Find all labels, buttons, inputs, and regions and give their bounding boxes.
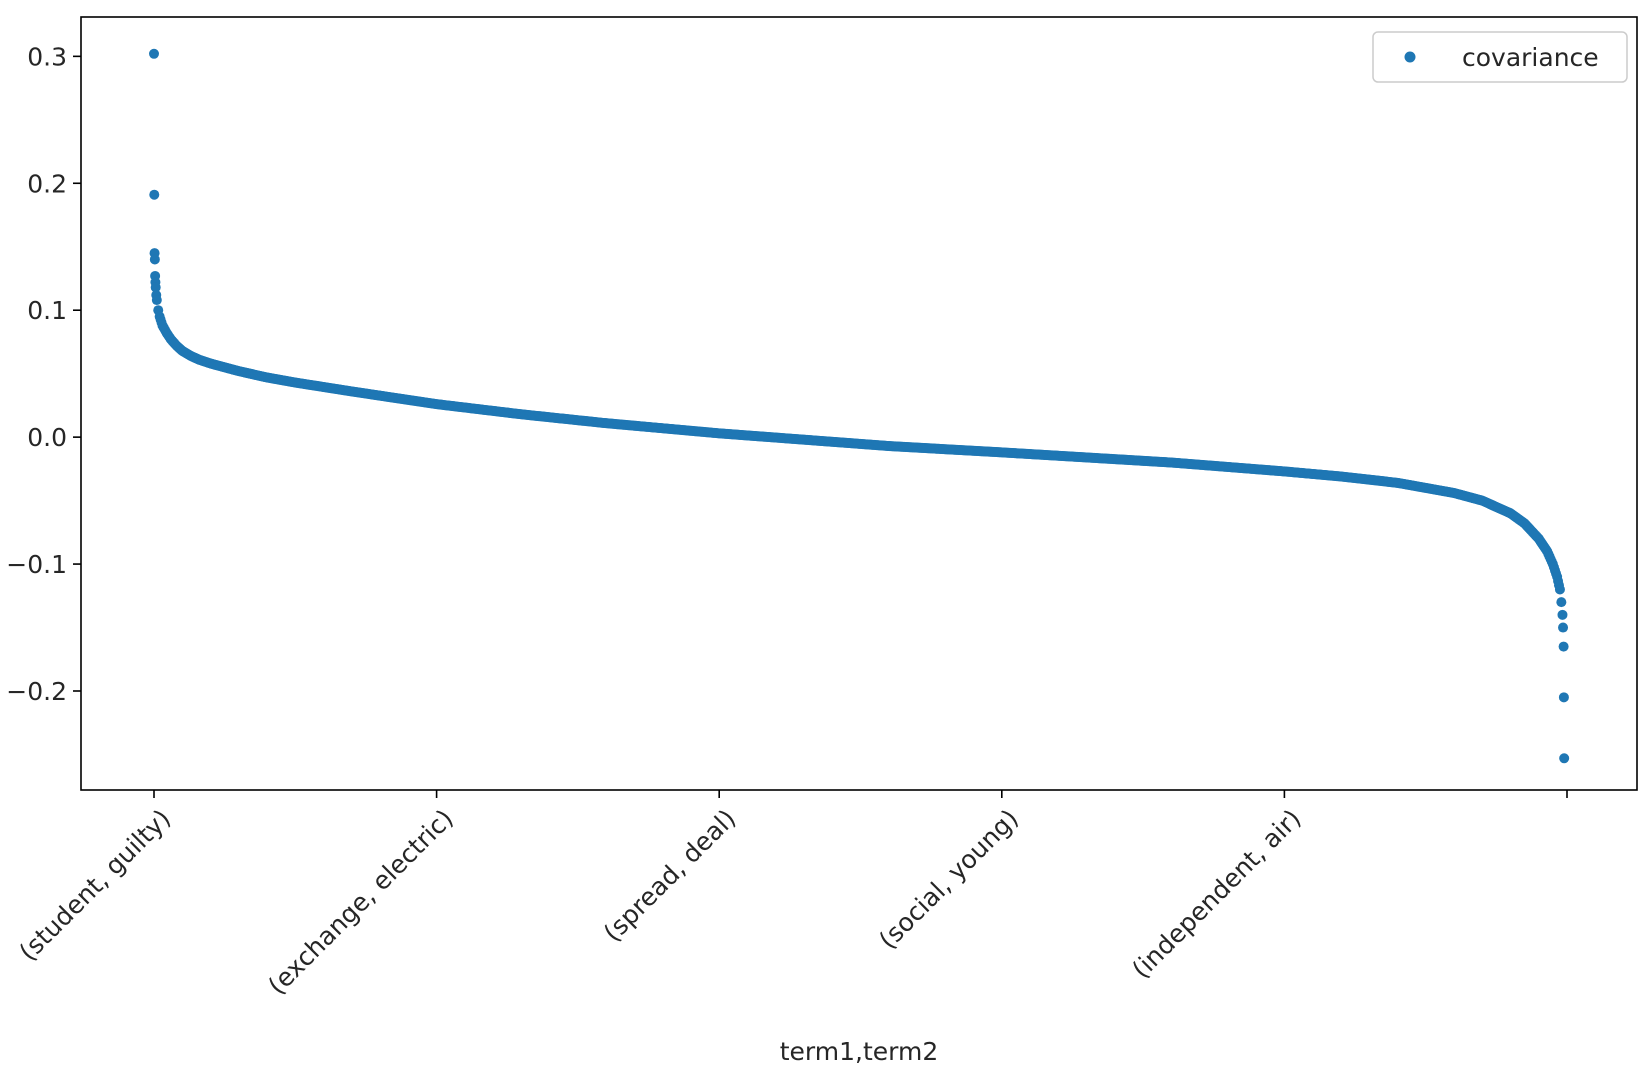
data-point	[1558, 692, 1569, 703]
data-point	[151, 295, 162, 306]
data-point	[149, 48, 159, 59]
x-tick-label: (social, young)	[873, 804, 1024, 955]
y-tick-label: 0.3	[27, 42, 67, 71]
legend-marker	[1404, 51, 1416, 63]
y-tick-label: 0.2	[27, 169, 67, 198]
x-axis-label: term1,term2	[780, 1037, 939, 1066]
data-point	[1557, 609, 1568, 620]
x-tick-label: (spread, deal)	[598, 804, 742, 948]
data-point	[1558, 641, 1569, 652]
data-point	[149, 254, 160, 265]
y-tick-label: −0.1	[6, 550, 67, 579]
data-point	[1559, 753, 1570, 764]
data-point	[1556, 597, 1567, 608]
data-point	[150, 282, 161, 293]
y-tick-label: −0.2	[6, 677, 67, 706]
x-tick-label: (student, guilty)	[13, 804, 176, 967]
data-point	[1554, 584, 1565, 595]
legend-label: covariance	[1462, 43, 1599, 72]
data-point	[149, 189, 160, 200]
data-point	[1558, 622, 1569, 633]
y-tick-label: 0.0	[27, 423, 67, 452]
x-tick-label: (independent, air)	[1126, 804, 1306, 984]
legend-box	[1372, 31, 1628, 83]
x-tick-label: (exchange, electric)	[262, 804, 459, 1001]
plot-area	[80, 16, 1638, 791]
y-tick-label: 0.1	[27, 296, 67, 325]
legend: covariance	[1372, 31, 1628, 83]
